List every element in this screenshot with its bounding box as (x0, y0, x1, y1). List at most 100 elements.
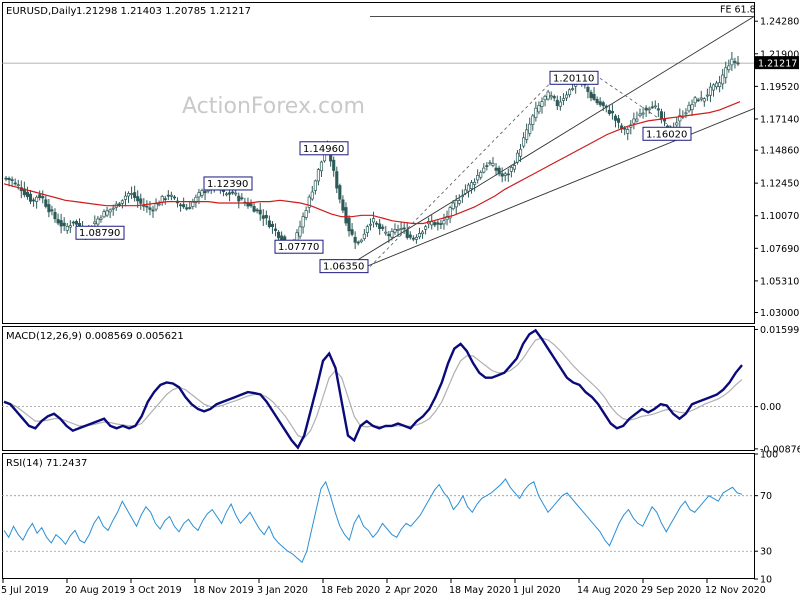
watermark: ActionForex.com (182, 94, 365, 119)
level-annotation-box (274, 239, 324, 254)
price-bar-body (313, 180, 317, 191)
price-bar-body (632, 118, 636, 124)
price-bar-body (38, 194, 42, 198)
price-bar-body (708, 86, 712, 96)
price-bar-body (528, 123, 532, 134)
price-bar-body (534, 107, 538, 118)
price-panel-frame (2, 2, 755, 324)
price-bar-body (555, 99, 559, 107)
price-bar-body (375, 222, 379, 225)
price-bar-body (194, 196, 198, 203)
price-bar-body (344, 207, 348, 224)
price-bar-body (610, 111, 614, 114)
x-tick-label: 14 Aug 2020 (577, 585, 638, 596)
price-bar-body (359, 239, 363, 243)
price-bar-body (451, 202, 455, 209)
rsi-plot (2, 478, 754, 564)
price-bar-body (623, 127, 627, 130)
price-bar-body (157, 203, 161, 206)
price-bar-body (690, 104, 694, 111)
price-bar-body (10, 179, 14, 181)
price-bar-body (32, 199, 36, 202)
macd-plot (2, 328, 754, 450)
rsi-y-tick-label: 10 (760, 575, 772, 586)
price-bar-body (439, 223, 443, 225)
price-bar-body (420, 231, 425, 235)
price-bar-body (237, 195, 241, 202)
price-bar-body (414, 236, 418, 240)
price-bar-body (724, 67, 728, 78)
price-bar-body (509, 167, 513, 172)
price-bar-body (319, 161, 324, 172)
price-bar-body (172, 196, 177, 199)
price-bar-body (494, 167, 498, 171)
level-annotation-label: 1.07770 (278, 242, 319, 253)
price-bar-body (123, 195, 127, 200)
price-bar-body (365, 226, 369, 233)
macd-y-tick-label: -0.00876 (760, 444, 800, 455)
price-bar-body (696, 99, 700, 102)
price-bar-body (384, 231, 388, 234)
price-bar-body (387, 233, 391, 237)
price-bar-body (424, 226, 428, 230)
price-bar-body (417, 233, 422, 238)
price-bar-body (267, 220, 271, 228)
price-bar-body (53, 211, 57, 220)
level-annotation-box (299, 141, 349, 156)
price-bar-body (436, 222, 440, 225)
price-bar-body (604, 105, 608, 108)
price-bar-body (7, 177, 11, 180)
macd-line (3, 328, 743, 450)
price-bar-body (546, 91, 550, 100)
level-annotation-label: 1.08790 (79, 228, 120, 239)
level-annotation-box (642, 126, 692, 141)
price-bar-body (549, 95, 553, 98)
price-bar-body (47, 204, 51, 213)
price-bar-body (203, 191, 207, 194)
price-bar-body (240, 197, 244, 200)
price-bar-body (65, 226, 69, 231)
price-bar-body (430, 221, 434, 226)
price-bar-body (117, 203, 121, 206)
price-bar-body (258, 209, 262, 215)
fe-level-label: FE 61.8 (720, 5, 756, 16)
price-bar-body (518, 148, 523, 157)
price-bar-body (301, 216, 305, 228)
price-bar-body (261, 215, 265, 219)
price-bar-body (552, 96, 556, 99)
price-bar-body (656, 108, 660, 111)
price-bar-body (473, 181, 477, 185)
price-bar-body (466, 184, 471, 192)
price-bar-body (718, 82, 722, 87)
rsi-line (3, 478, 743, 564)
macd-y-tick-label: 0.00 (760, 402, 781, 413)
rsi-y-tick-label: 30 (760, 547, 772, 558)
level-annotation-box (75, 225, 125, 240)
price-bar-body (727, 65, 731, 71)
price-bar-body (641, 112, 645, 115)
moving-average-line (3, 101, 741, 225)
price-bar-body (163, 198, 167, 200)
price-bar-body (512, 165, 516, 170)
price-bar-body (111, 207, 115, 210)
price-y-tick-label: 1.07690 (760, 244, 799, 255)
price-bar-body (4, 177, 8, 180)
price-bar-body (454, 200, 458, 208)
price-bar-body (356, 241, 360, 244)
price-bar-body (595, 99, 599, 104)
price-bar-body (491, 163, 495, 166)
price-bar-body (16, 184, 20, 187)
price-bar-body (485, 165, 489, 167)
price-bar-body (543, 95, 547, 101)
price-bar-body (684, 112, 688, 115)
rsi-y-tick-label: 70 (760, 491, 772, 502)
price-bar-body (28, 193, 33, 202)
level-annotation-label: 1.12390 (207, 179, 248, 190)
x-tick-label: 1 Jul 2020 (513, 585, 561, 596)
x-tick-label: 2 Apr 2020 (385, 585, 438, 596)
price-bar-body (197, 192, 201, 198)
x-tick-label: 20 Aug 2019 (65, 585, 126, 596)
price-bar-body (277, 231, 281, 239)
price-bar-body (617, 118, 621, 123)
